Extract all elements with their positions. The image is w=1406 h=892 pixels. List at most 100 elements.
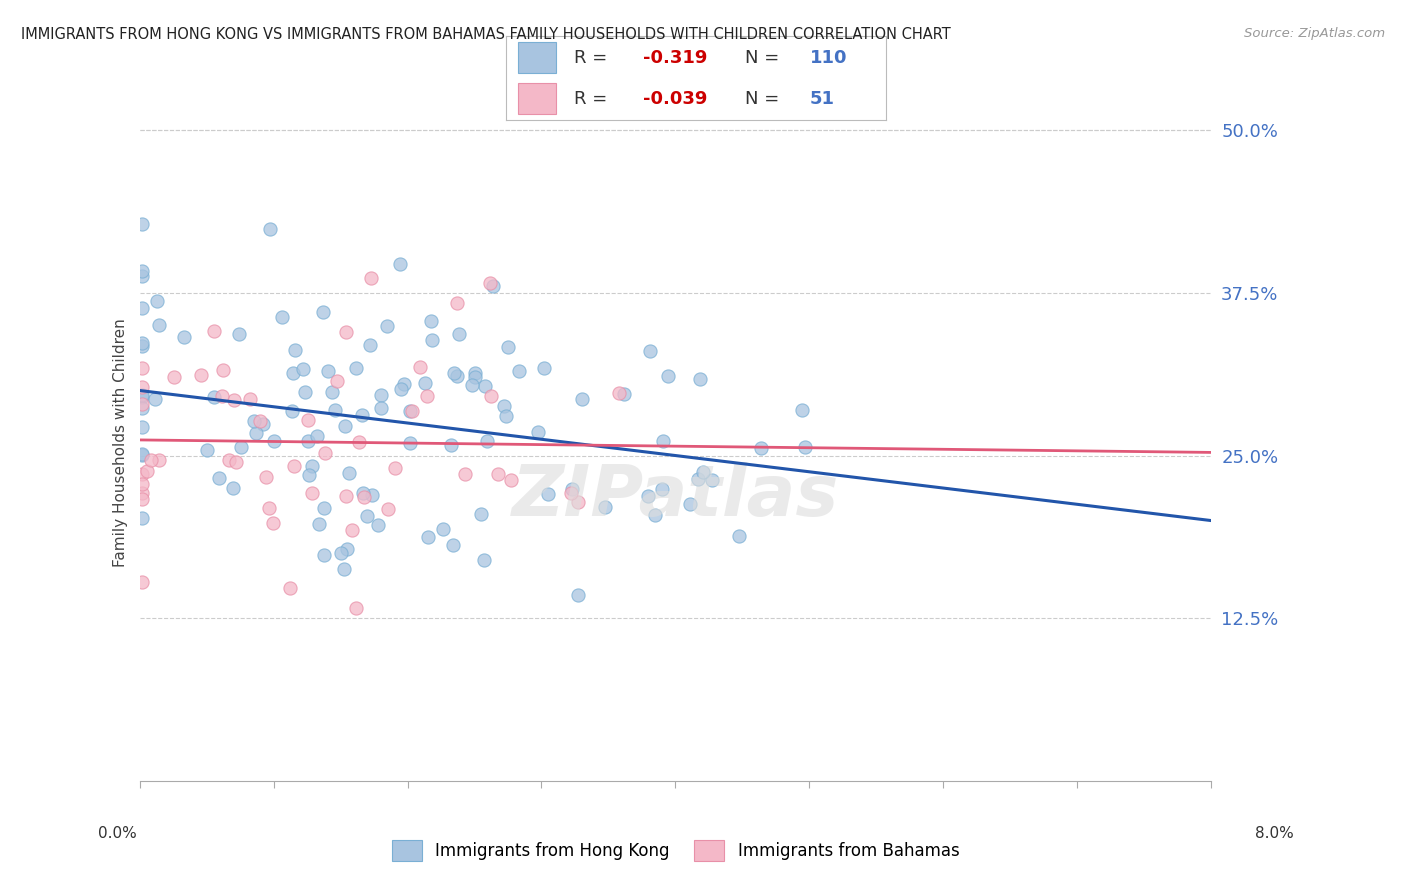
Point (567, 588, 589, 602)
Point (262, 516, 284, 531)
Point (488, 467, 510, 481)
Point (336, 541, 359, 556)
Point (359, 338, 381, 352)
Point (353, 490, 375, 504)
Point (218, 452, 240, 467)
Point (495, 409, 517, 424)
Point (651, 434, 673, 449)
Point (356, 508, 378, 523)
Point (211, 389, 233, 403)
Point (477, 434, 499, 448)
Point (131, 476, 153, 491)
Point (478, 276, 501, 290)
Point (207, 471, 229, 485)
Point (283, 367, 305, 381)
Point (370, 401, 392, 416)
Point (482, 279, 505, 293)
Point (501, 474, 523, 488)
Point (131, 380, 153, 394)
Point (689, 372, 711, 386)
Point (202, 324, 225, 338)
Point (316, 364, 339, 378)
Point (239, 392, 262, 407)
Point (294, 384, 316, 399)
Point (131, 301, 153, 315)
Text: 8.0%: 8.0% (1254, 827, 1294, 841)
Point (640, 344, 662, 359)
Point (651, 482, 673, 496)
Point (314, 446, 336, 460)
Point (728, 529, 751, 543)
Point (793, 440, 815, 454)
Point (454, 467, 477, 481)
Point (308, 517, 330, 532)
Point (131, 388, 153, 402)
Point (360, 270, 382, 285)
Point (389, 382, 412, 396)
Point (190, 368, 212, 382)
Point (222, 481, 245, 495)
Point (461, 378, 484, 392)
Point (537, 487, 560, 501)
Point (297, 434, 319, 449)
Point (413, 376, 436, 391)
Text: ZIPatlas: ZIPatlas (512, 462, 839, 531)
Point (657, 369, 679, 384)
Point (131, 360, 153, 375)
Point (225, 455, 247, 469)
Point (131, 217, 153, 231)
Point (131, 390, 153, 404)
Point (148, 452, 170, 467)
Point (139, 453, 162, 467)
Y-axis label: Family Households with Children: Family Households with Children (114, 318, 128, 567)
Text: 51: 51 (810, 90, 835, 108)
Point (228, 326, 250, 341)
Point (464, 366, 486, 380)
Point (333, 418, 356, 433)
Text: -0.319: -0.319 (643, 49, 707, 67)
Point (432, 522, 454, 536)
Point (384, 461, 406, 475)
Point (401, 403, 423, 417)
Text: 110: 110 (810, 49, 848, 67)
Point (135, 464, 157, 478)
Point (409, 359, 432, 374)
FancyBboxPatch shape (517, 83, 555, 113)
Point (197, 442, 219, 457)
Legend: Immigrants from Hong Kong, Immigrants from Bahamas: Immigrants from Hong Kong, Immigrants fr… (385, 834, 966, 867)
Point (301, 458, 323, 473)
Point (644, 508, 666, 523)
Point (613, 387, 636, 401)
Point (131, 269, 153, 284)
FancyBboxPatch shape (517, 43, 555, 73)
Point (700, 473, 723, 487)
Point (474, 379, 496, 393)
Point (470, 508, 492, 522)
Point (321, 385, 343, 400)
Point (792, 402, 814, 417)
Point (441, 538, 464, 552)
Point (131, 575, 153, 590)
Point (254, 470, 277, 484)
Point (686, 472, 709, 486)
Point (335, 325, 357, 339)
Point (443, 366, 465, 380)
Point (146, 293, 169, 308)
Point (560, 486, 582, 500)
Point (637, 489, 659, 503)
Text: R =: R = (575, 49, 607, 67)
Text: R =: R = (575, 90, 607, 108)
Point (561, 483, 583, 497)
Point (749, 441, 772, 455)
Point (446, 296, 468, 310)
Point (131, 264, 153, 278)
Text: IMMIGRANTS FROM HONG KONG VS IMMIGRANTS FROM BAHAMAS FAMILY HOUSEHOLDS WITH CHIL: IMMIGRANTS FROM HONG KONG VS IMMIGRANTS … (21, 27, 950, 42)
Text: 0.0%: 0.0% (98, 827, 138, 841)
Point (329, 546, 352, 560)
Point (607, 385, 630, 400)
Point (301, 486, 323, 500)
Point (350, 408, 373, 422)
Point (143, 392, 166, 407)
Point (508, 364, 530, 378)
Point (342, 523, 364, 537)
